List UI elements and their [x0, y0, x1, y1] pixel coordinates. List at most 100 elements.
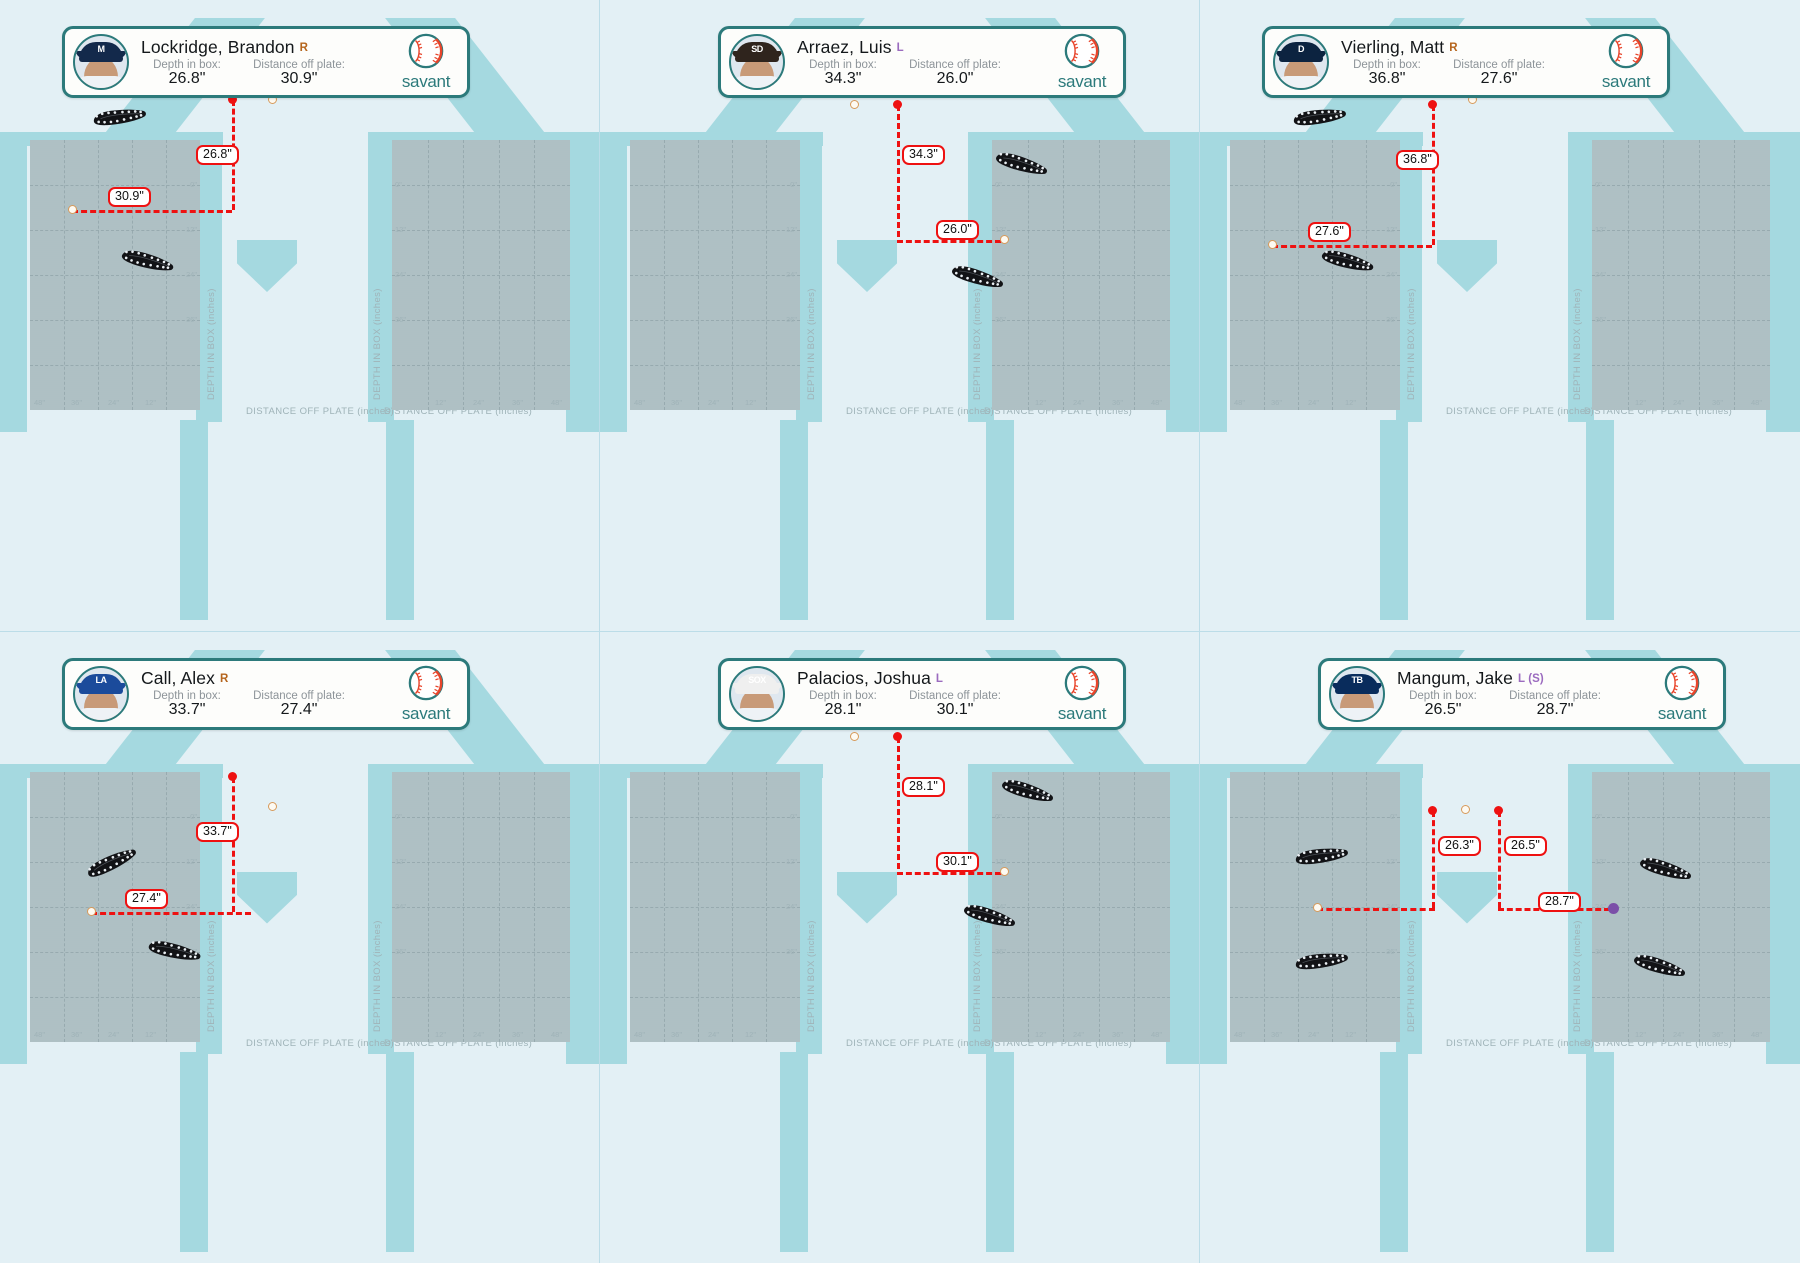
- gridline-horizontal: [30, 230, 200, 231]
- gridline-vertical: [766, 140, 767, 410]
- gridline-horizontal: [992, 230, 1170, 231]
- y-axis-tick: 0": [790, 180, 797, 189]
- gridline-horizontal: [630, 365, 800, 366]
- x-axis-tick: 24": [1308, 398, 1320, 407]
- avatar-cap-brim: [732, 682, 782, 690]
- player-name: Call, Alex R: [141, 668, 229, 688]
- x-axis-tick: 36": [1271, 1029, 1283, 1039]
- gridline-vertical: [428, 140, 429, 410]
- plot-gridlines: [30, 771, 200, 1042]
- stance-plot: 0" 12" 24" 36" 12" 24" 36" 48": [1592, 140, 1770, 410]
- y-axis-tick: 24": [1385, 901, 1397, 911]
- field-bar: [368, 763, 394, 1054]
- y-axis-tick: 36": [995, 315, 1007, 324]
- field-bar: [600, 763, 627, 1064]
- field-bar: [386, 1051, 414, 1252]
- player-avatar: TB: [1329, 665, 1385, 722]
- depth-in-box-label: Depth in box:: [153, 58, 221, 71]
- gridline-horizontal: [392, 275, 570, 276]
- y-axis-tick: 36": [395, 315, 407, 324]
- cleat-icon: [89, 104, 149, 129]
- gridline-vertical: [1134, 771, 1135, 1042]
- plot-gridlines: [630, 771, 800, 1042]
- y-axis-tick: 24": [785, 901, 797, 911]
- gridline-horizontal: [1592, 996, 1770, 998]
- stance-plot: 0" 12" 24" 36" 48" 36" 24" 12": [30, 140, 200, 410]
- x-axis-tick: 12": [1035, 1029, 1047, 1039]
- depth-in-box-stat: Depth in box: 28.1": [797, 690, 889, 719]
- x-axis-tick: 24": [108, 1029, 120, 1039]
- gridline-horizontal: [30, 320, 200, 321]
- field-bar: [566, 132, 599, 432]
- gridline-horizontal: [1230, 816, 1400, 818]
- marker-dot-open: [850, 731, 859, 741]
- gridline-vertical: [1099, 140, 1100, 410]
- x-axis-tick: 24": [708, 1029, 720, 1039]
- y-axis-tick: 24": [785, 270, 797, 279]
- stance-plot: 0" 12" 24" 36" 12" 24" 36" 48": [392, 140, 570, 410]
- player-card: SOX Palacios, Joshua L Depth in box: 28.1" Di…: [718, 657, 1126, 730]
- batter-handedness: L: [935, 673, 944, 685]
- y-axis-tick: 36": [395, 946, 407, 956]
- avatar-cap-brim: [732, 51, 782, 59]
- x-axis-tick: 48": [1751, 398, 1763, 407]
- savant-logo[interactable]: savant: [1051, 32, 1113, 92]
- y-axis-tick: 12": [785, 225, 797, 234]
- depth-in-box-label: Depth in box:: [809, 690, 877, 702]
- gridline-vertical: [698, 140, 699, 410]
- x-axis-label: DISTANCE OFF PLATE (inches): [984, 1037, 1133, 1049]
- gridline-horizontal: [30, 951, 200, 953]
- marker-dot-open: [850, 100, 859, 109]
- x-axis-tick: 12": [1345, 398, 1357, 407]
- marker-dot-open: [1268, 240, 1277, 249]
- marker-dot-open: [1000, 866, 1009, 876]
- depth-in-box-label: Depth in box:: [809, 58, 877, 71]
- field-bar: [0, 132, 27, 432]
- x-axis-tick: 48": [34, 398, 46, 407]
- field-bar: [1766, 763, 1800, 1064]
- x-axis-label: DISTANCE OFF PLATE (inches): [384, 1037, 533, 1049]
- player-stats: Depth in box: 36.8" Distance off plate: 27.…: [1341, 59, 1589, 88]
- cleat-icon: [81, 842, 141, 883]
- x-axis-tick: 48": [634, 1029, 646, 1039]
- plot-gridlines: [992, 771, 1170, 1042]
- x-axis-tick: 36": [1271, 398, 1283, 407]
- measurement-label: 30.1": [936, 851, 979, 872]
- gridline-horizontal: [392, 185, 570, 186]
- savant-logo[interactable]: savant: [1595, 32, 1657, 92]
- player-stats: Depth in box: 26.8" Distance off plate: 30.…: [141, 59, 389, 88]
- gridline-horizontal: [30, 275, 200, 276]
- avatar-cap-logo: D: [1298, 43, 1305, 54]
- y-axis-label: DEPTH IN BOX (inches): [1572, 919, 1583, 1032]
- batter-handedness: R: [219, 673, 229, 685]
- baseball-icon: [408, 33, 444, 69]
- avatar-cap-brim: [1332, 682, 1382, 690]
- distance-off-plate-label: Distance off plate:: [253, 690, 345, 702]
- player-panel-lockridge: 0" 12" 24" 36" 48" 36" 24" 12" 0" 12" 24" 36" 12" 24"…: [0, 0, 600, 632]
- plot-gridlines: [392, 140, 570, 410]
- savant-logo[interactable]: savant: [1651, 664, 1713, 724]
- player-card: SD Arraez, Luis L Depth in box: 34.3" Distanc…: [718, 26, 1126, 98]
- cleat-icon: [1317, 245, 1377, 276]
- field-graphic: [0, 0, 599, 631]
- x-axis-tick: 24": [1308, 1029, 1320, 1039]
- marker-dot-open: [1313, 902, 1322, 912]
- player-card: LA Call, Alex R Depth in box: 33.7" Distance …: [62, 657, 470, 730]
- gridline-horizontal: [392, 230, 570, 231]
- gridline-horizontal: [1230, 185, 1400, 186]
- gridline-vertical: [463, 771, 464, 1042]
- gridline-horizontal: [992, 861, 1170, 863]
- savant-logo[interactable]: savant: [395, 664, 457, 724]
- depth-in-box-value: 28.1": [824, 701, 862, 718]
- distance-off-plate-label: Distance off plate:: [909, 58, 1001, 71]
- savant-logo[interactable]: savant: [1051, 664, 1113, 724]
- gridline-vertical: [534, 771, 535, 1042]
- depth-in-box-stat: Depth in box: 33.7": [141, 690, 233, 719]
- measure-line-horizontal: [91, 911, 251, 915]
- gridline-horizontal: [630, 275, 800, 276]
- field-bar: [180, 1051, 208, 1252]
- x-axis-tick: 36": [71, 1029, 83, 1039]
- savant-logo[interactable]: savant: [395, 32, 457, 92]
- gridline-horizontal: [1230, 275, 1400, 276]
- gridline-vertical: [1699, 140, 1700, 410]
